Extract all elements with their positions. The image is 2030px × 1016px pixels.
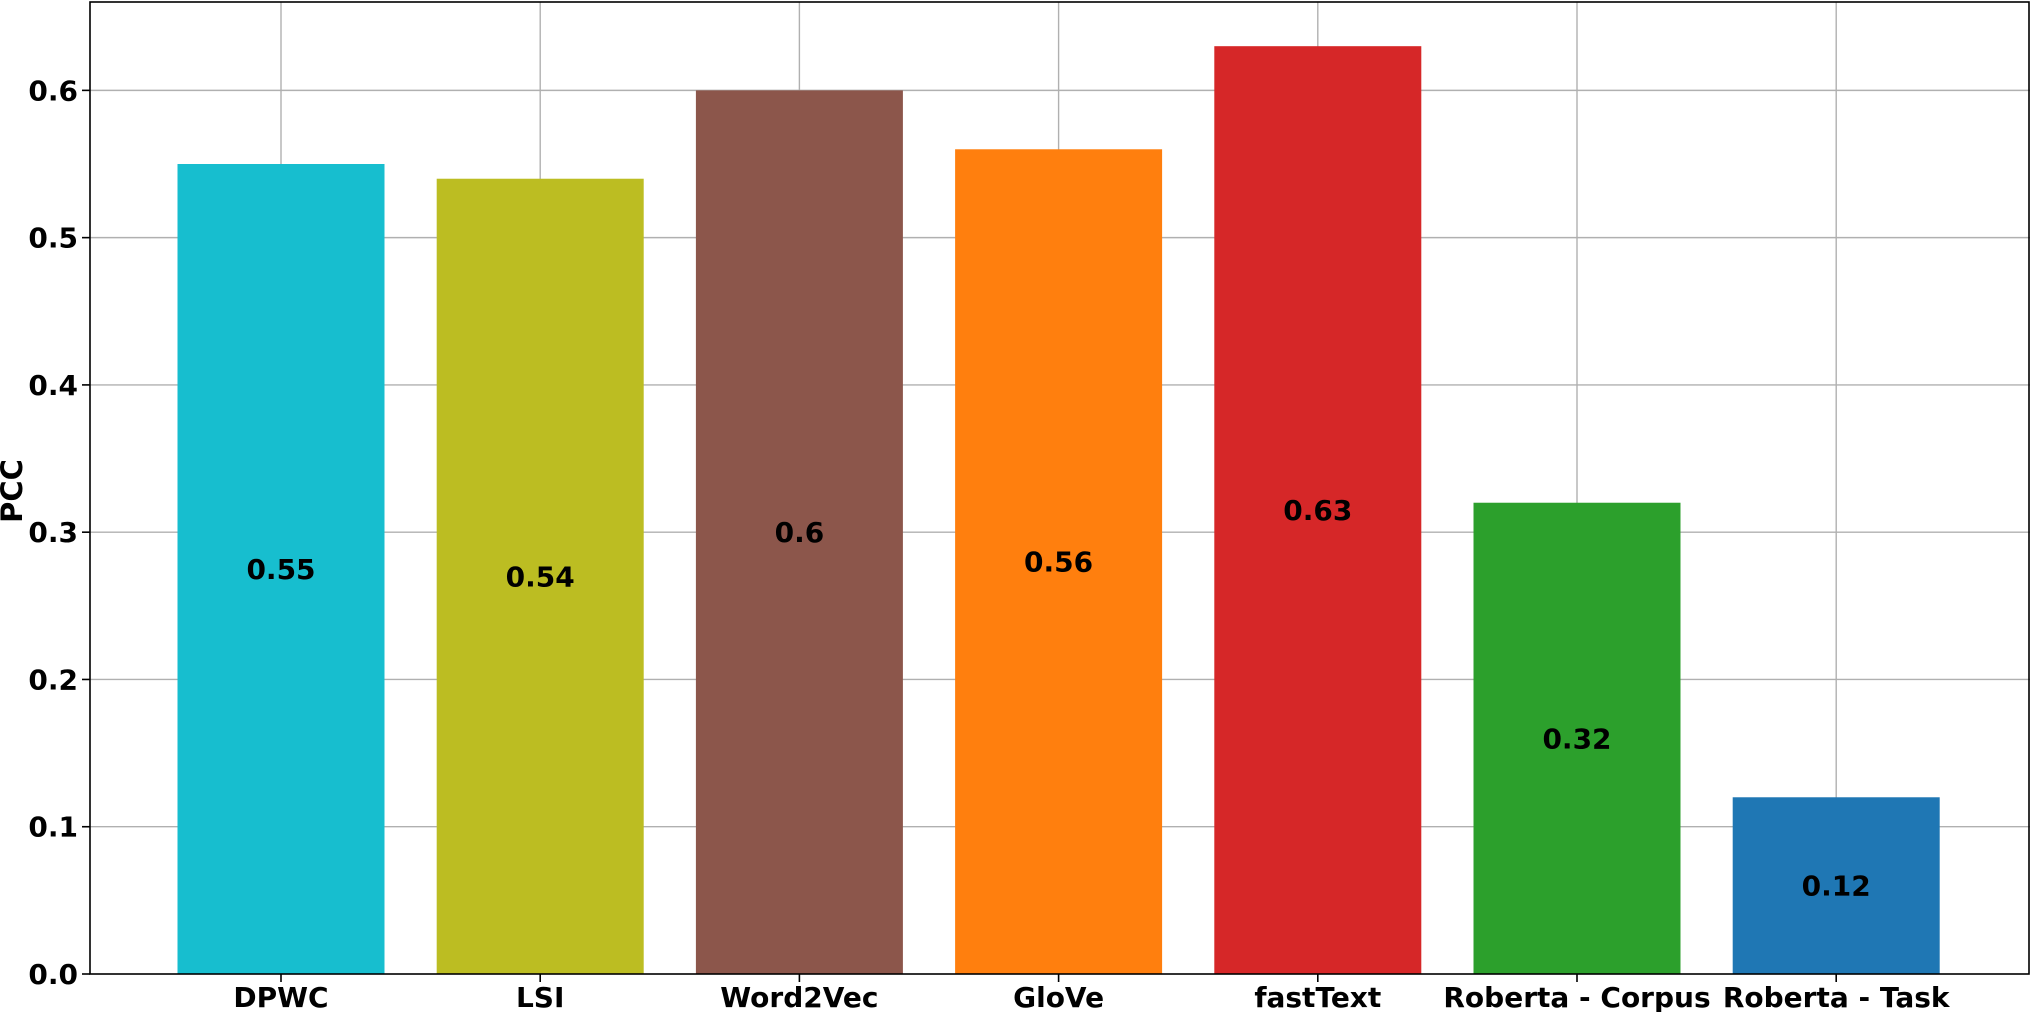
y-tick-label: 0.4 bbox=[28, 369, 78, 402]
bar-dpwc bbox=[177, 164, 385, 974]
y-tick-label: 0.3 bbox=[28, 516, 78, 549]
y-tick-label: 0.6 bbox=[28, 74, 78, 107]
bar-word2vec bbox=[695, 90, 903, 974]
y-tick-label: 0.1 bbox=[28, 811, 78, 844]
bar-value-label: 0.32 bbox=[1542, 722, 1611, 755]
plot-frame bbox=[89, 1, 2030, 975]
bar-value-label: 0.63 bbox=[1283, 494, 1352, 527]
x-tick-label: Word2Vec bbox=[720, 981, 878, 1012]
bar-lsi bbox=[436, 178, 644, 974]
bar-roberta-task bbox=[1732, 797, 1940, 974]
x-tick-label: LSI bbox=[516, 981, 564, 1012]
data-labels-layer: 0.55 0.54 0.6 0.56 0.63 0.32 0.12 bbox=[246, 494, 1870, 903]
bar-glove bbox=[955, 149, 1163, 975]
bar-value-label: 0.55 bbox=[246, 553, 315, 586]
x-tick-label: fastText bbox=[1254, 981, 1381, 1012]
axes-layer: 0.0 0.1 0.2 0.3 0.4 0.5 0.6 DPWC LSI Word2Vec GloV… bbox=[28, 1, 2030, 1014]
bar-roberta-corpus bbox=[1473, 502, 1681, 974]
x-tick-label: Roberta - Corpus bbox=[1443, 981, 1710, 1012]
x-tick-label: Roberta - Task bbox=[1723, 981, 1951, 1012]
bar-value-label: 0.6 bbox=[775, 516, 825, 549]
bar-value-label: 0.54 bbox=[506, 560, 575, 593]
bar-value-label: 0.12 bbox=[1802, 870, 1871, 903]
y-tick-label: 0.5 bbox=[28, 222, 78, 255]
y-tick-label: 0.2 bbox=[28, 663, 78, 696]
bar-value-label: 0.56 bbox=[1024, 546, 1093, 579]
x-tick-label: DPWC bbox=[233, 981, 328, 1012]
bars-layer bbox=[177, 46, 1940, 975]
bar-fasttext bbox=[1214, 46, 1422, 974]
x-tick-label: GloVe bbox=[1013, 981, 1104, 1012]
y-axis-label: PCC bbox=[0, 459, 29, 523]
y-tick-label: 0.0 bbox=[28, 958, 78, 991]
